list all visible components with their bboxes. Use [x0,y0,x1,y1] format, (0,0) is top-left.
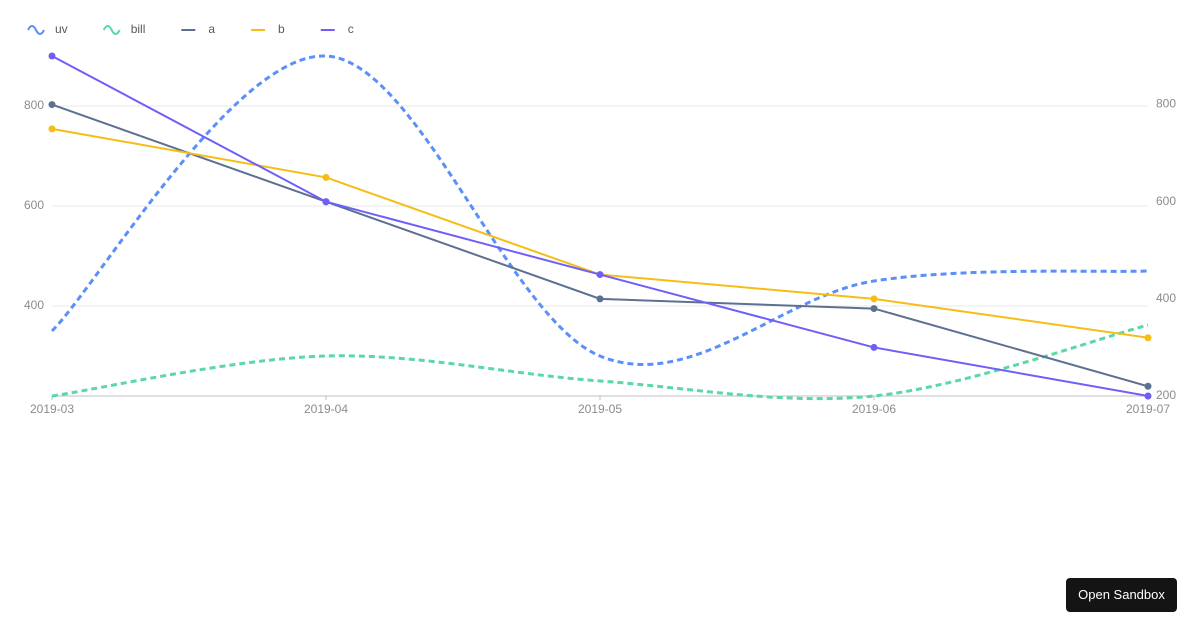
x-tick-label: 2019-04 [304,402,348,416]
legend-label: c [348,22,354,36]
point [596,295,604,303]
point [596,271,604,279]
legend-marker [27,25,45,35]
point [1144,334,1152,342]
point [870,343,878,351]
y2-tick-label: 800 [1156,97,1176,111]
point [48,125,56,133]
line-2 [51,103,1149,388]
legend-label: b [278,22,285,36]
line-4 [51,55,1149,397]
point [870,295,878,303]
legend-label: bill [131,22,146,36]
line-0 [50,54,1149,366]
x-tick-label: 2019-03 [30,402,74,416]
legend-marker [102,25,121,35]
open-sandbox-button[interactable]: Open Sandbox [1066,578,1177,612]
x-tick-label: 2019-06 [852,402,896,416]
line-1 [51,323,1149,401]
point [322,198,330,206]
point [870,305,878,313]
x-tick-label: 2019-07 [1126,402,1170,416]
point [48,52,56,60]
legend-label: a [208,22,215,36]
point [322,173,330,181]
y-tick-label: 600 [24,198,44,212]
x-tick-label: 2019-05 [578,402,622,416]
y2-tick-label: 200 [1156,388,1176,402]
y2-tick-label: 400 [1156,291,1176,305]
y-tick-label: 800 [24,98,44,112]
point [48,101,56,109]
y2-tick-label: 600 [1156,194,1176,208]
y-tick-label: 400 [24,298,44,312]
point [1144,382,1152,390]
point [1144,392,1152,400]
legend-label: uv [55,22,68,36]
